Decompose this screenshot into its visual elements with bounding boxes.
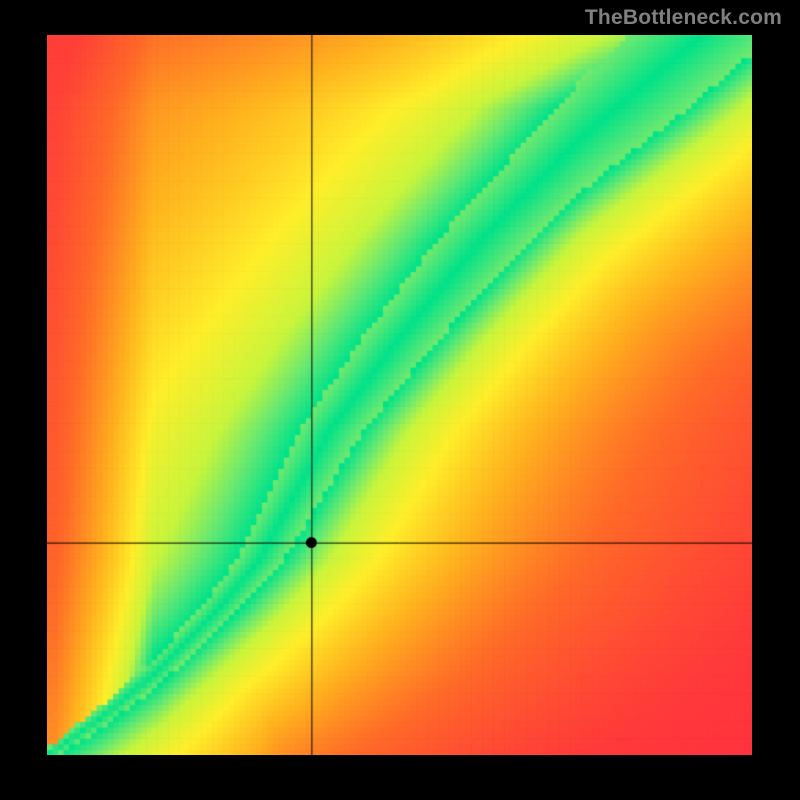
bottleneck-heatmap [47,35,752,755]
chart-container: TheBottleneck.com [0,0,800,800]
watermark-text: TheBottleneck.com [585,6,782,30]
